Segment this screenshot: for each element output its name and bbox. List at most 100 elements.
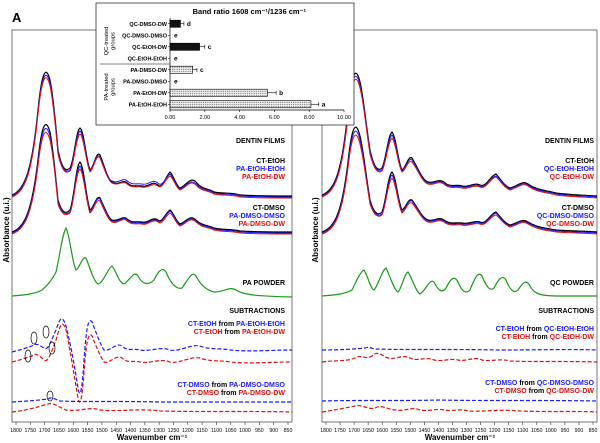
panel-b-x-tick-label: 1050	[531, 428, 543, 434]
panel-a-sub2-line1: CT-DMSO from PA-DMSO-DMSO	[177, 382, 285, 389]
panel-a-x-tick-label: 1550	[82, 428, 94, 434]
panel-a-x-tick-label: 1600	[67, 428, 79, 434]
panel-a-x-tick-label: 1500	[96, 428, 108, 434]
panel-a-legend1-etoh: PA-EtOH-EtOH	[236, 166, 285, 173]
inset-category-label: QC-DMSO-DW	[129, 22, 167, 28]
panel-b: B 18001750170016501600155015001450140013…	[320, 10, 597, 442]
panel-a-film2-red	[11, 132, 293, 235]
inset-significance-letter: e	[174, 78, 178, 85]
panel-b-x-tick-label: 1450	[419, 428, 431, 434]
panel-b-sub1-line2-a: CT-EtOH	[501, 334, 530, 341]
panel-a-sub1-line2-from: from	[223, 329, 242, 336]
panel-a-sub2-red	[11, 403, 293, 413]
panel-b-x-tick-label: 1800	[320, 428, 332, 434]
panel-a-sub2-line2-b: PA-DMSO-DW	[238, 390, 285, 397]
inset-bar	[169, 42, 200, 51]
panel-a-x-tick-label: 1650	[53, 428, 65, 434]
panel-a: A 1800 1750 1700 1650 1600 1550 1500 1450 1400 13…	[10, 10, 292, 442]
panel-b-sub1-line2-from: from	[530, 334, 549, 341]
panel-a-sub2-line2-a: CT-DMSO	[187, 390, 220, 397]
panel-b-sub2-line2-b: QC-DMSO-DW	[546, 388, 594, 395]
inset-x-tick-label: 4.00	[234, 115, 245, 121]
panel-a-film-title: DENTIN FILMS	[236, 138, 285, 145]
panel-b-sub2-red	[321, 404, 598, 413]
inset-bar	[169, 65, 193, 74]
panel-a-x-tick-label: 1450	[110, 428, 122, 434]
panel-a-x-tick-label: 850	[284, 428, 293, 434]
panel-a-oval-3	[48, 341, 56, 355]
inset-bar-chart: Band ratio 1608 cm⁻¹/1236 cm⁻¹ 0.00 2.00 4…	[95, 2, 355, 126]
panel-a-sub1-line1: CT-EtOH from PA-EtOH-EtOH	[188, 321, 285, 328]
inset-category-label: PA-DMSO-DMSO	[123, 79, 168, 85]
panel-b-x-tick-label: 1700	[348, 428, 360, 434]
inset-significance-letter: b	[279, 90, 283, 97]
panel-b-film-title: DENTIN FILMS	[545, 138, 594, 145]
panel-b-sub2-line1-b: QC-DMSO-DMSO	[537, 380, 595, 387]
panel-b-x-tick-label: 1250	[475, 428, 487, 434]
panel-a-legend2-dmso: PA-DMSO-DMSO	[229, 213, 285, 220]
panel-a-x-label: Wavenumber cm⁻¹	[117, 433, 188, 442]
panel-b-sub1-line1-from: from	[524, 326, 543, 333]
panel-a-powder-label: PA POWDER	[243, 280, 285, 287]
panel-b-x-axis: 1800 1750 1700 1650 1600 1550 1500 1450 1400 1350…	[320, 422, 597, 434]
panel-b-x-tick-label: 1150	[503, 428, 514, 434]
panel-a-x-axis: 1800 1750 1700 1650 1600 1550 1500 1450 1400 1350…	[10, 422, 292, 434]
panel-a-x-tick-label: 1100	[211, 428, 222, 434]
panel-b-sub1-line1-a: CT-EtOH	[496, 326, 525, 333]
panel-a-sub1-red	[11, 323, 293, 403]
inset-category-label: PA-DMSO-DW	[130, 68, 167, 74]
inset-bar	[169, 100, 312, 109]
panel-b-sub2-line1: CT-DMSO from QC-DMSO-DMSO	[485, 380, 594, 387]
panel-b-x-tick-label: 1600	[376, 428, 388, 434]
panel-a-letter: A	[12, 10, 22, 25]
inset-x-tick-label: 10.00	[337, 115, 351, 121]
inset-group-label: QC-treatedgroups	[104, 27, 117, 56]
panel-a-oval-4	[24, 349, 32, 363]
panel-a-x-tick-label: 1400	[125, 428, 137, 434]
panel-a-sub1-line2-a: CT-EtOH	[194, 329, 223, 336]
panel-a-sub2-line2-from: from	[219, 390, 238, 397]
panel-b-powder-label: QC POWDER	[550, 280, 594, 287]
inset-category-label: PA-EtOH-DW	[133, 91, 168, 97]
panel-b-sub1-red	[321, 352, 598, 363]
panel-a-sub1-line1-from: from	[217, 321, 236, 328]
panel-a-film1-red	[11, 77, 293, 199]
panel-a-sub1-line1-b: PA-EtOH-EtOH	[236, 321, 285, 328]
panel-a-sub1-line2-b: PA-EtOH-DW	[242, 329, 285, 336]
panel-b-subtractions-title: SUBTRACTIONS	[538, 308, 594, 315]
panel-b-legend1-ct: CT-EtOH	[565, 158, 594, 165]
inset-bar	[169, 88, 268, 97]
y-axis-label-b: Absorbance (u.i.)	[311, 197, 320, 263]
panel-a-sub2-line1-from: from	[210, 382, 229, 389]
panel-b-x-tick-label: 1750	[334, 428, 346, 434]
inset-significance-letter: c	[200, 67, 204, 74]
panel-a-subtractions-title: SUBTRACTIONS	[229, 308, 285, 315]
panel-a-x-tick-label: 1300	[153, 428, 165, 434]
inset-title: Band ratio 1608 cm⁻¹/1236 cm⁻¹	[193, 7, 307, 16]
inset-x-tick-label: 8.00	[304, 115, 315, 121]
panel-a-x-tick-label: 1700	[39, 428, 51, 434]
panel-b-film1-red	[321, 78, 598, 199]
panel-a-legend1-ct: CT-EtOH	[256, 158, 285, 165]
inset-category-label: PA-EtOH-EtOH	[129, 102, 167, 108]
inset-significance-letter: d	[187, 21, 191, 28]
panel-a-sub2-line2: CT-DMSO from PA-DMSO-DW	[187, 390, 286, 397]
panel-a-sub2-blue	[11, 397, 292, 403]
panel-b-sub2-line2-from: from	[527, 388, 546, 395]
panel-b-x-tick-label: 1400	[433, 428, 445, 434]
inset-plot: 0.00 2.00 4.00 6.00 8.00 10.00 QC-DMSO-DW d QC-D…	[100, 18, 351, 121]
panel-b-x-tick-label: 1100	[517, 428, 528, 434]
panel-a-sub2-line1-a: CT-DMSO	[177, 382, 210, 389]
panel-b-film2-red	[321, 134, 598, 235]
panel-a-x-tick-label: 1350	[139, 428, 151, 434]
inset-category-label: QC-EtOH-DW	[132, 45, 168, 51]
panel-b-powder-green	[321, 267, 597, 297]
panel-a-x-tick-label: 1000	[239, 428, 251, 434]
panel-b-sub2-blue	[321, 399, 598, 402]
panel-a-powder-green	[11, 226, 293, 298]
panel-a-sub1-line2: CT-EtOH from PA-EtOH-DW	[194, 329, 286, 336]
panel-b-x-tick-label: 1350	[447, 428, 459, 434]
panel-b-x-tick-label: 900	[575, 428, 584, 434]
panel-a-legend2-ct: CT-DMSO	[253, 205, 286, 212]
panel-b-legend1-dw: QC-EtOH-DW	[550, 174, 595, 181]
